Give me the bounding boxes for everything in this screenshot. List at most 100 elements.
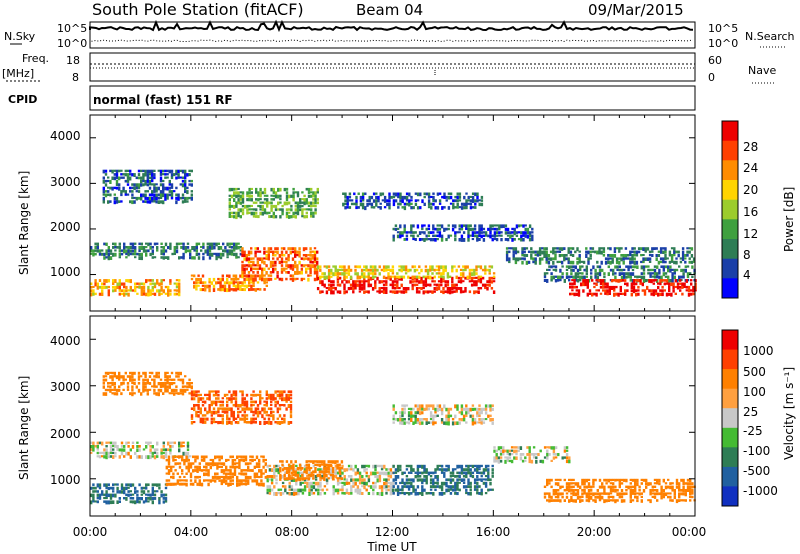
velocity-cell <box>480 418 483 422</box>
velocity-cell <box>259 397 262 402</box>
velocity-cell <box>374 468 377 472</box>
power-cell <box>626 254 630 257</box>
power-cell <box>230 242 234 246</box>
power-cell <box>226 288 229 293</box>
power-cell <box>302 247 306 252</box>
power-cell <box>243 284 246 288</box>
power-cell <box>190 193 193 197</box>
station-title: South Pole Station (fitACF) <box>92 0 304 19</box>
power-cell <box>583 275 586 279</box>
power-cell <box>636 275 639 279</box>
velocity-cell <box>278 397 282 400</box>
power-cell <box>138 242 141 246</box>
velocity-cell <box>410 411 413 415</box>
power-cell <box>620 272 624 275</box>
velocity-cell <box>112 483 115 487</box>
velocity-cell <box>299 475 302 478</box>
power-cell <box>454 206 457 209</box>
power-cell <box>294 215 297 219</box>
power-cell <box>593 285 596 289</box>
velocity-cell <box>329 460 333 464</box>
velocity-cell <box>482 468 486 473</box>
power-cell <box>215 281 218 285</box>
power-cell <box>237 277 240 281</box>
velocity-cell <box>200 469 204 472</box>
power-cell <box>137 196 141 200</box>
power-cell <box>443 206 446 209</box>
power-cell <box>222 252 225 257</box>
power-cell <box>118 282 121 287</box>
power-cell <box>423 195 426 199</box>
velocity-cell <box>162 392 165 395</box>
velocity-cell <box>145 497 148 501</box>
velocity-cell <box>170 378 174 381</box>
velocity-cell <box>506 459 509 462</box>
velocity-cell <box>204 393 207 397</box>
power-cell <box>590 272 593 275</box>
velocity-cell <box>449 407 453 411</box>
power-cell <box>615 279 618 283</box>
velocity-cell <box>526 446 529 449</box>
power-cell <box>360 275 364 279</box>
power-cell <box>473 231 477 235</box>
power-cell <box>388 199 391 203</box>
velocity-cell <box>185 455 188 460</box>
velocity-cell <box>109 375 112 379</box>
velocity-cell <box>232 397 235 400</box>
power-cell <box>294 201 297 205</box>
velocity-cell <box>112 490 115 493</box>
beam-label: Beam 04 <box>356 1 423 19</box>
power-cell <box>118 169 121 173</box>
velocity-cell <box>620 478 624 482</box>
velocity-cell <box>454 488 457 492</box>
power-cell <box>292 187 295 191</box>
power-cell <box>631 265 635 268</box>
power-cell <box>151 193 154 197</box>
velocity-cell <box>678 482 681 486</box>
power-cell <box>569 285 572 289</box>
velocity-cell <box>156 448 159 451</box>
velocity-cell <box>519 453 523 456</box>
velocity-cell <box>394 481 398 485</box>
velocity-cell <box>126 388 130 391</box>
power-cell <box>90 282 93 285</box>
velocity-cell <box>519 456 523 461</box>
velocity-cell <box>489 488 492 491</box>
velocity-cell <box>403 418 406 421</box>
power-cell <box>467 199 470 202</box>
power-cell <box>621 292 625 296</box>
power-cell <box>356 280 359 283</box>
velocity-cell <box>170 392 174 395</box>
power-cell <box>215 252 218 257</box>
velocity-cell <box>484 418 488 421</box>
velocity-cell <box>394 471 398 474</box>
velocity-cell <box>401 407 404 411</box>
power-cell <box>512 257 515 261</box>
power-cell <box>170 190 174 195</box>
velocity-cell <box>264 458 267 462</box>
velocity-cell <box>392 421 395 424</box>
power-cell <box>280 254 284 257</box>
velocity-cell <box>642 489 646 493</box>
power-cell <box>462 280 465 283</box>
power-cell <box>396 234 400 239</box>
velocity-cell <box>164 385 167 390</box>
power-cell <box>419 206 422 210</box>
power-cell <box>694 279 697 283</box>
power-cell <box>436 234 439 237</box>
power-cell <box>563 257 566 262</box>
power-cell <box>206 242 209 246</box>
power-cell <box>600 247 603 250</box>
power-cell <box>250 208 253 211</box>
power-cell <box>208 246 212 250</box>
power-cell <box>259 208 262 211</box>
power-cell <box>684 257 687 260</box>
power-cell <box>349 283 353 287</box>
power-cell <box>151 256 154 259</box>
power-cell <box>283 201 286 206</box>
velocity-cell <box>295 468 298 471</box>
power-cell <box>622 257 625 261</box>
power-cell <box>568 279 571 282</box>
velocity-cell <box>256 393 260 397</box>
velocity-cell <box>480 488 483 493</box>
